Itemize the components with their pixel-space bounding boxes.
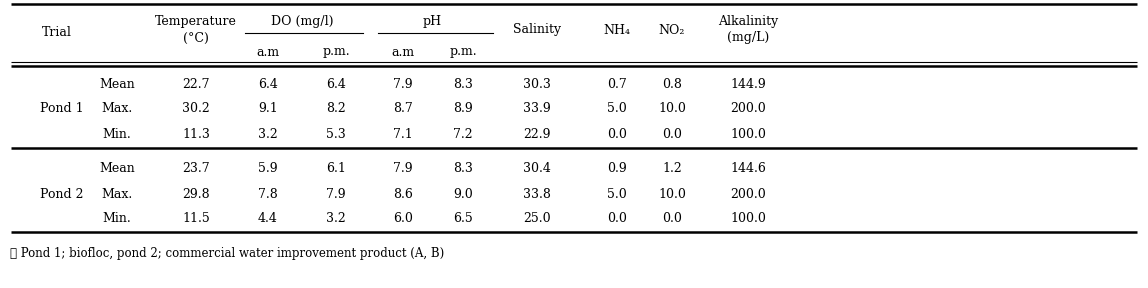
Text: 29.8: 29.8 [183, 187, 210, 200]
Text: 10.0: 10.0 [658, 103, 687, 115]
Text: Mean: Mean [99, 162, 134, 175]
Text: 0.0: 0.0 [662, 128, 682, 141]
Text: Max.: Max. [101, 187, 133, 200]
Text: 6.0: 6.0 [393, 213, 413, 226]
Text: 0.8: 0.8 [662, 77, 682, 90]
Text: 7.9: 7.9 [393, 162, 413, 175]
Text: (mg/L): (mg/L) [727, 31, 769, 45]
Text: 11.3: 11.3 [183, 128, 210, 141]
Text: 22.9: 22.9 [523, 128, 551, 141]
Text: 6.4: 6.4 [258, 77, 278, 90]
Text: Max.: Max. [101, 103, 133, 115]
Text: ※ Pond 1; biofloc, pond 2; commercial water improvement product (A, B): ※ Pond 1; biofloc, pond 2; commercial wa… [10, 247, 444, 261]
Text: 0.0: 0.0 [607, 128, 627, 141]
Text: 144.9: 144.9 [730, 77, 766, 90]
Text: 9.1: 9.1 [258, 103, 278, 115]
Text: 30.3: 30.3 [523, 77, 551, 90]
Text: a.m: a.m [256, 46, 280, 58]
Text: 6.4: 6.4 [326, 77, 346, 90]
Text: 7.9: 7.9 [393, 77, 413, 90]
Text: 5.0: 5.0 [607, 103, 627, 115]
Text: 9.0: 9.0 [453, 187, 473, 200]
Text: 8.3: 8.3 [453, 162, 473, 175]
Text: 200.0: 200.0 [730, 187, 766, 200]
Text: 3.2: 3.2 [258, 128, 278, 141]
Text: pH: pH [422, 16, 442, 29]
Text: 0.9: 0.9 [607, 162, 627, 175]
Text: 25.0: 25.0 [523, 213, 551, 226]
Text: 5.9: 5.9 [258, 162, 278, 175]
Text: 33.9: 33.9 [523, 103, 551, 115]
Text: 200.0: 200.0 [730, 103, 766, 115]
Text: 10.0: 10.0 [658, 187, 687, 200]
Text: 7.9: 7.9 [326, 187, 346, 200]
Text: 8.7: 8.7 [393, 103, 413, 115]
Text: Trial: Trial [42, 26, 72, 39]
Text: Alkalinity: Alkalinity [718, 16, 778, 29]
Text: Min.: Min. [102, 128, 131, 141]
Text: 7.8: 7.8 [258, 187, 278, 200]
Text: Salinity: Salinity [513, 24, 561, 37]
Text: 144.6: 144.6 [730, 162, 766, 175]
Text: 5.0: 5.0 [607, 187, 627, 200]
Text: a.m: a.m [391, 46, 414, 58]
Text: 6.5: 6.5 [453, 213, 473, 226]
Text: NH₄: NH₄ [604, 24, 630, 37]
Text: p.m.: p.m. [323, 46, 350, 58]
Text: 4.4: 4.4 [258, 213, 278, 226]
Text: NO₂: NO₂ [659, 24, 685, 37]
Text: 33.8: 33.8 [523, 187, 551, 200]
Text: 100.0: 100.0 [730, 213, 766, 226]
Text: p.m.: p.m. [449, 46, 476, 58]
Text: 30.4: 30.4 [523, 162, 551, 175]
Text: 7.1: 7.1 [393, 128, 413, 141]
Text: 11.5: 11.5 [183, 213, 210, 226]
Text: (°C): (°C) [183, 31, 209, 45]
Text: DO (mg/l): DO (mg/l) [271, 16, 333, 29]
Text: 3.2: 3.2 [326, 213, 346, 226]
Text: Mean: Mean [99, 77, 134, 90]
Text: Pond 2: Pond 2 [40, 187, 84, 200]
Text: 8.9: 8.9 [453, 103, 473, 115]
Text: Temperature: Temperature [155, 16, 236, 29]
Text: 8.3: 8.3 [453, 77, 473, 90]
Text: Pond 1: Pond 1 [40, 103, 84, 115]
Text: 0.7: 0.7 [607, 77, 627, 90]
Text: 22.7: 22.7 [183, 77, 210, 90]
Text: 100.0: 100.0 [730, 128, 766, 141]
Text: 1.2: 1.2 [662, 162, 682, 175]
Text: 23.7: 23.7 [183, 162, 210, 175]
Text: Min.: Min. [102, 213, 131, 226]
Text: 0.0: 0.0 [607, 213, 627, 226]
Text: 7.2: 7.2 [453, 128, 473, 141]
Text: 5.3: 5.3 [326, 128, 346, 141]
Text: 8.6: 8.6 [393, 187, 413, 200]
Text: 6.1: 6.1 [326, 162, 346, 175]
Text: 30.2: 30.2 [183, 103, 210, 115]
Text: 0.0: 0.0 [662, 213, 682, 226]
Text: 8.2: 8.2 [326, 103, 346, 115]
